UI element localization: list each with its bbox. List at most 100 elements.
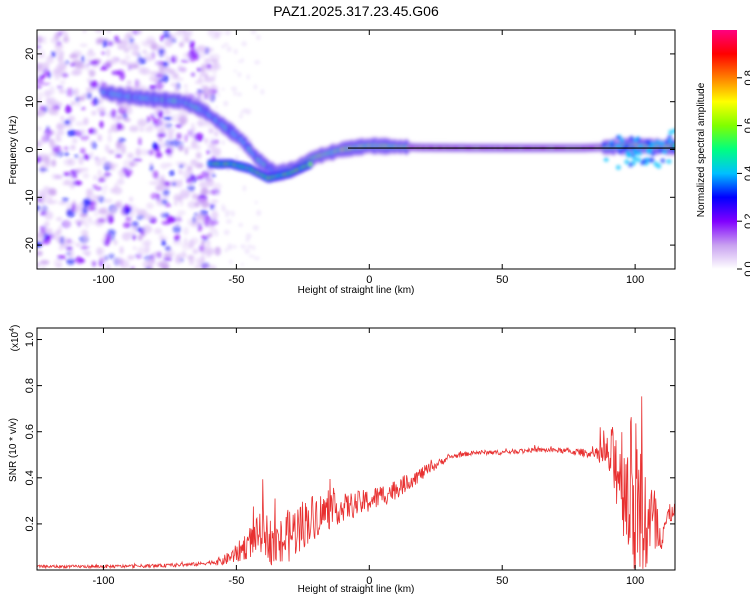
heatmap-cell (129, 266, 135, 269)
heatmap-cell (44, 221, 50, 228)
heatmap-cell (253, 84, 258, 90)
heatmap-cell (233, 69, 237, 73)
heatmap-cell (93, 210, 99, 217)
heatmap-cell (91, 110, 97, 116)
heatmap-cell (160, 35, 164, 42)
heatmap-cell (61, 64, 67, 69)
heatmap-cell (160, 212, 164, 217)
heatmap-cell (181, 249, 186, 258)
heatmap-cell (138, 211, 142, 216)
heatmap-cell (179, 178, 183, 185)
heatmap-cell (254, 200, 258, 204)
heatmap-cell (659, 140, 665, 146)
heatmap-cell (46, 56, 54, 64)
heatmap-cell (223, 100, 229, 107)
heatmap-cell (37, 44, 42, 50)
heatmap-cell (85, 87, 93, 91)
heatmap-cell (63, 172, 71, 177)
heatmap-cell (161, 74, 169, 83)
heatmap-cell (126, 231, 137, 236)
heatmap-cell (207, 144, 217, 149)
heatmap-cell (141, 67, 151, 76)
heatmap-cell (44, 211, 54, 220)
heatmap-cell (254, 60, 261, 65)
heatmap-cell (61, 197, 69, 202)
heatmap-cell (136, 214, 145, 220)
heatmap-cell (660, 158, 666, 164)
heatmap-cell (154, 62, 160, 66)
heatmap-blobs (37, 30, 675, 269)
heatmap-cell (162, 67, 170, 71)
colorbar (712, 30, 737, 269)
heatmap-cell (93, 174, 97, 181)
heatmap-cell (199, 51, 205, 59)
heatmap-cell (101, 51, 106, 55)
heatmap-cell (93, 97, 99, 106)
heatmap-cell (37, 76, 44, 85)
heatmap-cell (241, 263, 244, 266)
heatmap-cell (213, 147, 221, 157)
heatmap-cell (240, 110, 244, 115)
heatmap-cell (195, 257, 201, 265)
heatmap-cell (114, 163, 119, 168)
heatmap-cell (637, 150, 643, 156)
heatmap-cell (158, 135, 163, 143)
heatmap-cell (150, 113, 155, 120)
heatmap-cell (134, 253, 143, 259)
heatmap-cell (37, 67, 41, 77)
heatmap-cell (149, 71, 159, 75)
heatmap-cell (190, 45, 196, 53)
heatmap-cell (102, 206, 108, 211)
heatmap-cell (200, 235, 210, 240)
heatmap-cell (221, 44, 225, 49)
heatmap-cell (132, 158, 143, 162)
heatmap-cell (81, 128, 86, 135)
heatmap-cell (662, 149, 668, 155)
heatmap-cell (163, 257, 173, 262)
heatmap-cell (143, 40, 154, 48)
heatmap-cell (41, 135, 47, 144)
heatmap-cell (42, 232, 49, 241)
heatmap-cell (37, 98, 42, 102)
heatmap-cell (187, 36, 191, 43)
heatmap-cell (109, 150, 113, 154)
heatmap-cell (64, 221, 71, 227)
heatmap-cell (114, 40, 124, 44)
heatmap-cell (95, 157, 103, 167)
heatmap-cell (46, 101, 56, 110)
heatmap-cell (118, 200, 122, 209)
heatmap-cell (168, 69, 176, 75)
top-y-axis: -20 -10 0 10 20 (24, 48, 675, 253)
heatmap-cell (231, 210, 235, 217)
heatmap-cell (75, 121, 85, 126)
heatmap-cell (56, 85, 64, 90)
heatmap-cell (204, 218, 209, 228)
top-x-tick-label: -100 (92, 274, 114, 286)
heatmap-cell (220, 30, 223, 36)
heatmap-cell (65, 104, 72, 114)
heatmap-cell (129, 196, 134, 202)
heatmap-cell (176, 222, 180, 226)
heatmap-cell (51, 141, 56, 148)
heatmap-cell (211, 147, 216, 155)
heatmap-cell (211, 210, 219, 220)
heatmap-cell (223, 229, 230, 235)
heatmap-cell (646, 149, 652, 155)
heatmap-cell (141, 209, 148, 217)
heatmap-cell (43, 129, 53, 137)
bottom-x-tick-label: 50 (496, 575, 508, 587)
heatmap-cell (38, 105, 46, 111)
heatmap-cell (192, 248, 199, 255)
heatmap-cell (238, 222, 243, 227)
heatmap-cell (77, 222, 81, 227)
heatmap-cell (186, 184, 195, 192)
heatmap-cell (188, 166, 192, 171)
heatmap-cell (37, 91, 44, 99)
heatmap-cell (135, 207, 140, 215)
heatmap-cell (97, 178, 106, 183)
heatmap-cell (37, 140, 43, 148)
heatmap-cell (253, 256, 260, 260)
bottom-y-axis-label: SNR (10 * v/v) (8, 418, 19, 482)
heatmap-cell (179, 200, 184, 207)
heatmap-cell (206, 149, 211, 155)
